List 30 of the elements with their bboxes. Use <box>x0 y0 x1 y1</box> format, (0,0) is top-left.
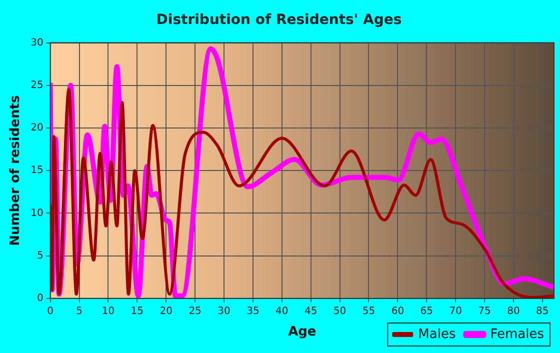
x-tick-label: 75 <box>478 306 491 317</box>
legend-label: Males <box>418 326 456 342</box>
chart-title: Distribution of Residents' Ages <box>156 12 402 28</box>
x-tick-label: 70 <box>449 306 462 317</box>
y-tick-label: 0 <box>36 292 44 304</box>
x-tick-label: 50 <box>333 306 346 317</box>
x-tick-label: 15 <box>130 306 144 317</box>
x-tick-label: 10 <box>102 306 115 317</box>
y-tick-label: 5 <box>36 250 44 262</box>
x-tick-label: 45 <box>304 306 318 317</box>
x-tick-label: 85 <box>536 306 549 317</box>
x-tick-label: 40 <box>276 306 288 317</box>
x-tick-label: 80 <box>507 306 520 317</box>
x-tick-label: 55 <box>362 306 376 317</box>
y-tick-label: 25 <box>30 80 44 91</box>
x-tick-label: 0 <box>47 306 54 317</box>
y-tick-label: 15 <box>30 165 44 176</box>
x-tick-label: 60 <box>391 306 404 317</box>
x-tick-label: 30 <box>218 306 230 317</box>
y-tick-label: 30 <box>30 37 44 48</box>
y-tick-label: 10 <box>30 208 44 219</box>
x-tick-label: 65 <box>420 306 433 317</box>
y-axis-title: Number of residents <box>8 95 24 246</box>
x-tick-label: 5 <box>76 306 82 317</box>
x-axis-title: Age <box>288 324 316 340</box>
x-tick-label: 25 <box>188 306 202 317</box>
y-tick-label: 20 <box>30 122 44 134</box>
x-tick-label: 20 <box>160 306 172 317</box>
legend-label: Females <box>490 326 544 342</box>
x-tick-label: 35 <box>246 306 260 317</box>
